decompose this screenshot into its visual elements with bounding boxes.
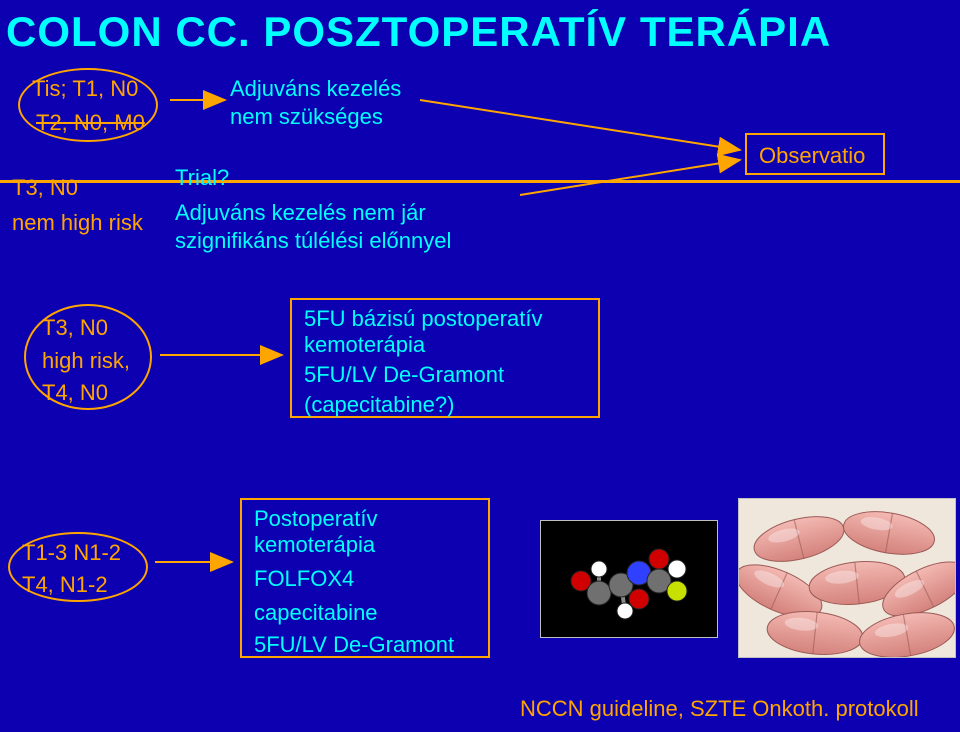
info-box-line: FOLFOX4 bbox=[254, 566, 354, 592]
info-box: Observatio bbox=[745, 133, 885, 175]
info-box-line: 5FU/LV De-Gramont bbox=[254, 632, 454, 658]
note-text: Adjuváns kezelés bbox=[230, 76, 401, 102]
info-box: Postoperatívkemoterápia FOLFOX4 capecitabi… bbox=[240, 498, 490, 658]
footer-citation: NCCN guideline, SZTE Onkoth. protokoll bbox=[520, 696, 919, 722]
note-text: Trial? bbox=[175, 165, 229, 191]
stage-label: T3, N0 bbox=[12, 175, 78, 201]
info-box-line: 5FU bázisú postoperatív bbox=[304, 306, 542, 332]
info-box-line: kemoterápia bbox=[254, 532, 375, 558]
divider bbox=[0, 180, 960, 183]
info-box-line: 5FU/LV De-Gramont bbox=[304, 362, 504, 388]
note-text: nem szükséges bbox=[230, 104, 383, 130]
pills-image bbox=[738, 498, 956, 658]
info-box-line: (capecitabine?) bbox=[304, 392, 454, 418]
info-box: 5FU bázisú postoperatívkemoterápia 5FU/LV… bbox=[290, 298, 600, 418]
stage-ellipse bbox=[18, 68, 158, 142]
info-box-line: Observatio bbox=[759, 143, 865, 169]
stage-ellipse bbox=[8, 532, 148, 602]
slide-title: COLON CC. POSZTOPERATÍV TERÁPIA bbox=[6, 8, 831, 56]
info-box-line: capecitabine bbox=[254, 600, 378, 626]
slide-stage: COLON CC. POSZTOPERATÍV TERÁPIATis; T1, … bbox=[0, 0, 960, 732]
note-text: Adjuváns kezelés nem jár bbox=[175, 200, 426, 226]
info-box-line: kemoterápia bbox=[304, 332, 425, 358]
note-text: szignifikáns túlélési előnnyel bbox=[175, 228, 451, 254]
stage-label: nem high risk bbox=[12, 210, 143, 236]
molecule-image bbox=[540, 520, 718, 638]
stage-ellipse bbox=[24, 304, 152, 410]
info-box-line: Postoperatív bbox=[254, 506, 378, 532]
